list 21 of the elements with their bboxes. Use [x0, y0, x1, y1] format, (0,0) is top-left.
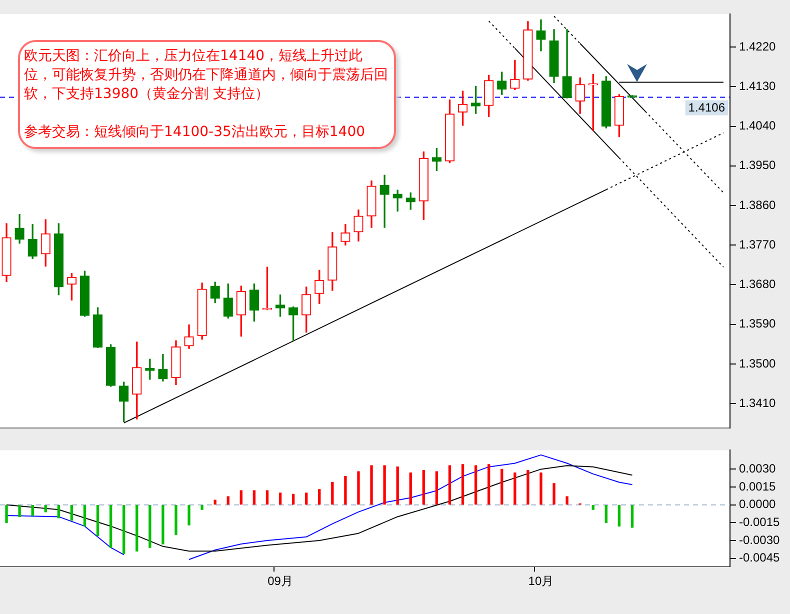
y-tick-label: 1.3410	[739, 396, 776, 410]
ref-line-label: 1.4106	[688, 100, 726, 115]
x-tick-label: 09月	[268, 574, 293, 588]
y-tick-label: 1.3950	[739, 158, 776, 172]
y-tick-label: 1.3500	[739, 356, 776, 370]
y-tick-label: 1.3680	[739, 277, 776, 292]
y-tick-label: 1.4130	[739, 78, 776, 93]
annotation: 欧元天图：汇价向上，压力位在14140，短线上升过此位，可能恢复升势，否则仍在下降通道内，倾向于震荡后回软，下支持13980（黄金分割 支持位）	[24, 47, 389, 104]
y-tick-label: 1.4040	[739, 118, 776, 133]
x-tick-label: 10月	[528, 574, 554, 588]
y-tick-label: -0.0045	[739, 550, 780, 565]
y-tick-label: 1.3860	[739, 198, 776, 212]
y-tick-label: 0.0030	[739, 462, 776, 476]
y-tick-label: 1.3770	[739, 237, 776, 252]
y-tick-label: 1.3590	[739, 316, 776, 331]
y-tick-label: 0.0000	[739, 497, 776, 512]
y-tick-label: -0.0015	[739, 514, 780, 529]
y-tick-label: 1.4220	[739, 39, 776, 54]
y-tick-label: -0.0030	[739, 532, 780, 547]
annotation: 参考交易：短线倾向于14100-35沽出欧元，目标1400	[24, 123, 366, 142]
y-tick-label: 0.0015	[739, 479, 776, 494]
